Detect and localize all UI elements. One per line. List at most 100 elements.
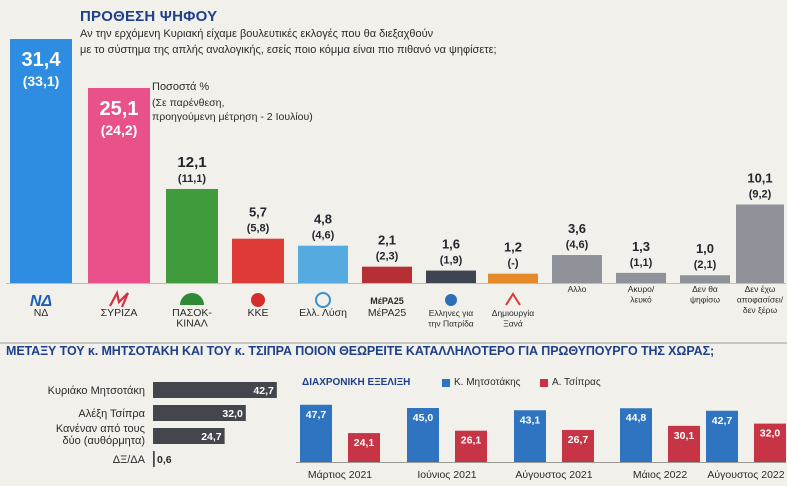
trend-value-2-0: 43,1 [520, 414, 541, 426]
trend-category-label-4: Αύγουστος 2022 [707, 469, 784, 481]
legend-mitsotakis: Κ. Μητσοτάκης [442, 377, 521, 388]
patrida-logo-icon [445, 294, 457, 306]
trend-value-0-0: 47,7 [306, 409, 327, 421]
question-line-1: Αν την ερχόμενη Κυριακή είχαμε βουλευτικ… [80, 28, 434, 40]
kke-logo-icon [251, 293, 265, 307]
vote-prev-value-7: (-) [508, 258, 519, 270]
vote-category-label-3-0: ΚΚΕ [247, 307, 268, 319]
vote-category-label-7-1: Ξανά [503, 319, 523, 329]
trend-category-label-0: Μάρτιος 2021 [308, 469, 372, 481]
vote-category-label-4-0: Ελλ. Λύση [299, 307, 347, 319]
pm-value-3: 0,6 [157, 454, 172, 466]
vote-prev-value-8: (4,6) [566, 239, 589, 251]
vote-bar-3 [232, 238, 284, 283]
chart-title: ΠΡΟΘΕΣΗ ΨΗΦΟΥ [80, 8, 218, 25]
pm-bar-2 [153, 428, 225, 444]
chart-header: ΠΡΟΘΕΣΗ ΨΗΦΟΥ Αν την ερχόμενη Κυριακή εί… [80, 8, 600, 57]
vote-category-label-2-1: ΚΙΝΑΛ [176, 318, 208, 330]
vote-bar-0 [10, 39, 72, 283]
vote-value-9: 1,3 [632, 239, 650, 254]
trend-category-label-2: Αύγουστος 2021 [515, 469, 592, 481]
vote-value-3: 5,7 [249, 205, 267, 220]
pm-category-label-0-0: Κυριάκο Μητσοτάκη [48, 385, 145, 397]
trend-value-3-0: 44,8 [626, 412, 647, 424]
syriza-logo-icon [109, 289, 130, 308]
pasok-sun-icon [180, 293, 204, 305]
vote-category-label-6-0: Ελληνες για [429, 308, 474, 318]
vote-category-label-11-1: αποφασίσει/ [737, 295, 784, 305]
pm-bar-3 [153, 451, 155, 467]
pm-category-label-3-0: ΔΞ/ΔΑ [113, 454, 146, 466]
vote-bar-6 [426, 270, 476, 283]
trend-bar-0-1 [348, 433, 380, 462]
vote-prev-value-10: (2,1) [694, 259, 717, 271]
vote-prev-value-3: (5,8) [247, 223, 270, 235]
vote-value-10: 1,0 [696, 241, 714, 256]
vote-bar-2 [166, 188, 218, 283]
legend-label-mitsotakis: Κ. Μητσοτάκης [454, 377, 521, 388]
vote-bar-1 [88, 87, 150, 284]
vote-bar-7 [488, 273, 538, 283]
vote-value-2: 12,1 [177, 154, 206, 171]
pm-category-label-2-0: Κανέναν από τους [56, 423, 145, 435]
pm-value-2: 24,7 [201, 431, 222, 443]
mera25-logo-icon: ΜέΡΑ25 [370, 296, 403, 306]
question-line-2: με το σύστημα της απλής αναλογικής, εσεί… [80, 44, 497, 56]
pm-value-0: 42,7 [253, 385, 274, 397]
vote-value-6: 1,6 [442, 237, 460, 252]
pm-bar-0 [153, 382, 277, 398]
vote-category-label-10-1: ψηφίσω [690, 295, 720, 305]
pm-value-1: 32,0 [222, 408, 243, 420]
vote-value-5: 2,1 [378, 233, 396, 248]
pm-bar-1 [153, 405, 246, 421]
trend-value-1-1: 26,1 [461, 435, 482, 447]
vote-prev-value-0: (33,1) [23, 73, 60, 89]
legend-swatch-red [540, 378, 548, 387]
vote-category-label-5-0: ΜέΡΑ25 [368, 307, 406, 319]
vote-value-1: 25,1 [100, 98, 139, 120]
vote-value-11: 10,1 [747, 171, 772, 186]
vote-category-label-2-0: ΠΑΣΟΚ- [172, 307, 212, 319]
vote-category-label-1-0: ΣΥΡΙΖΑ [101, 307, 138, 319]
vote-prev-value-6: (1,9) [440, 255, 463, 267]
vote-value-7: 1,2 [504, 240, 522, 255]
trend-bar-4-0 [706, 410, 738, 462]
paren-note-line-1: (Σε παρένθεση, [152, 97, 225, 109]
pm-category-label-1-0: Αλέξη Τσίπρα [78, 408, 145, 420]
paren-note: (Σε παρένθεση, προηγούμενη μέτρηση - 2 Ι… [152, 96, 313, 124]
vote-bar-11 [736, 204, 784, 283]
vote-category-label-9-1: λευκό [630, 295, 652, 305]
trend-bar-2-1 [562, 429, 594, 462]
paren-note-line-2: προηγούμενη μέτρηση - 2 Ιουλίου) [152, 111, 313, 123]
trend-value-0-1: 24,1 [354, 437, 375, 449]
vote-prev-value-2: (11,1) [178, 173, 206, 185]
pm-question-title: ΜΕΤΑΞΥ ΤΟΥ κ. ΜΗΤΣΟΤΑΚΗ ΚΑΙ ΤΟΥ κ. ΤΣΙΠΡ… [6, 344, 715, 358]
legend-swatch-blue [442, 378, 450, 387]
trend-category-label-1: Ιούνιος 2021 [417, 469, 476, 481]
vote-prev-value-11: (9,2) [749, 189, 772, 201]
trend-bar-1-1 [455, 430, 487, 462]
vote-bar-9 [616, 272, 666, 283]
ellysi-logo-icon [315, 292, 331, 308]
vote-bar-4 [298, 245, 348, 283]
vote-category-label-11-0: Δεν έχω [745, 284, 776, 294]
vote-bar-8 [552, 255, 602, 283]
trend-bar-1-0 [407, 408, 439, 462]
trend-bar-2-0 [514, 410, 546, 462]
vote-value-8: 3,6 [568, 221, 586, 236]
vote-category-label-7-0: Δημιουργία [492, 308, 535, 318]
nd-logo-icon: ΝΔ [30, 293, 53, 310]
vote-category-label-9-0: Ακυρο/ [628, 284, 655, 294]
trend-value-1-0: 45,0 [413, 412, 434, 424]
vote-value-4: 4,8 [314, 212, 332, 227]
trend-value-2-1: 26,7 [568, 434, 589, 446]
vote-prev-value-1: (24,2) [101, 122, 138, 138]
vote-value-0: 31,4 [22, 49, 62, 71]
dimiourgia-logo-icon [505, 292, 521, 306]
vote-category-label-0-0: ΝΔ [34, 307, 49, 319]
trend-bar-0-0 [300, 404, 332, 462]
percent-note: Ποσοστά % [152, 81, 210, 93]
vote-category-label-11-2: δεν ξέρω [743, 305, 778, 315]
vote-bar-5 [362, 266, 412, 283]
vote-category-label-8-0: Αλλο [568, 284, 587, 294]
